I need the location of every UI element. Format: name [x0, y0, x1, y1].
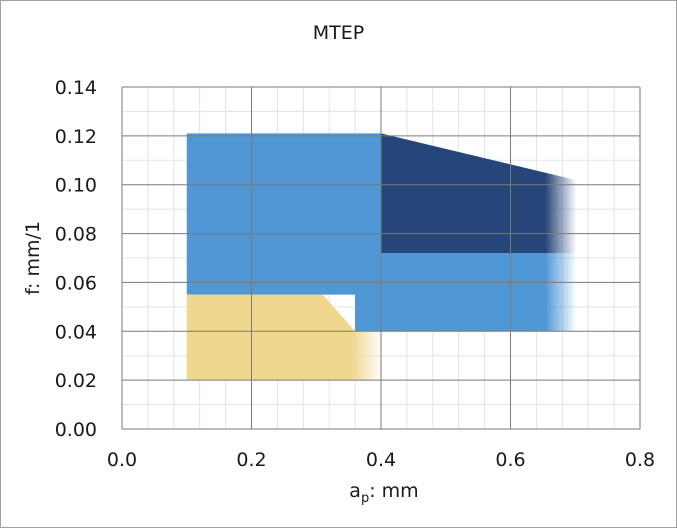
dark-blue-region: [381, 133, 576, 254]
y-tick-label: 0.06: [55, 272, 97, 294]
y-tick-label: 0.08: [55, 224, 97, 246]
y-tick-label: 0.04: [55, 321, 97, 343]
x-axis-label: ap: mm: [349, 480, 418, 506]
y-tick-label: 0.12: [55, 126, 97, 148]
x-axis-ticks: 0.0 0.2 0.4 0.6 0.8: [107, 449, 655, 471]
y-tick-label: 0.14: [55, 77, 97, 99]
y-tick-label: 0.00: [55, 419, 97, 441]
x-tick-label: 0.0: [107, 449, 137, 471]
major-grid: [121, 86, 641, 430]
y-tick-label: 0.02: [55, 370, 97, 392]
x-tick-label: 0.2: [236, 449, 266, 471]
x-tick-label: 0.4: [366, 449, 396, 471]
y-axis-ticks: 0.00 0.02 0.04 0.06 0.08 0.10 0.12 0.14: [55, 77, 97, 441]
x-tick-label: 0.8: [625, 449, 655, 471]
y-tick-label: 0.10: [55, 175, 97, 197]
x-tick-label: 0.6: [495, 449, 525, 471]
y-axis-label: f: mm/1: [22, 221, 44, 295]
chart-title: MTEP: [312, 22, 365, 44]
yellow-region: [186, 294, 381, 381]
